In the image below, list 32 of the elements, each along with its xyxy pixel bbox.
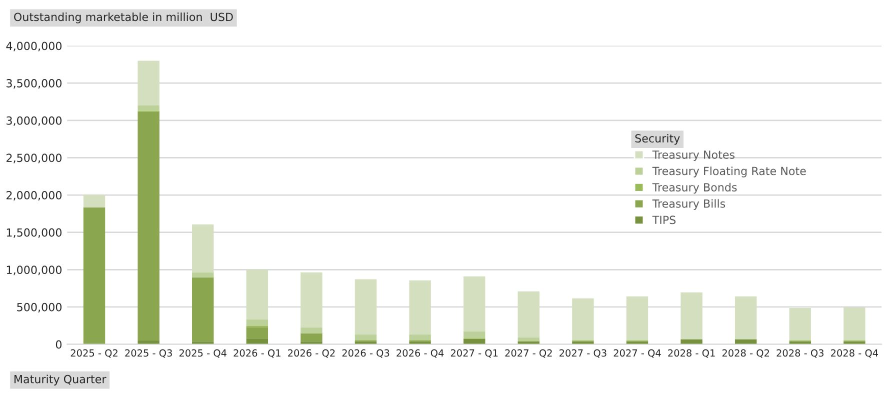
y-tick-label: 3,500,000 — [6, 79, 62, 89]
y-tick-label: 3,000,000 — [6, 116, 62, 126]
x-tick-label: 2027 - Q3 — [560, 349, 606, 358]
y-tick-label: 1,500,000 — [6, 228, 62, 238]
y-tick-label: 1,000,000 — [6, 266, 62, 276]
legend-label: Treasury Bills — [652, 199, 726, 210]
legend-label: TIPS — [652, 216, 676, 224]
x-tick-label: 2027 - Q2 — [505, 349, 552, 358]
x-tick-label: 2025 - Q2 — [70, 349, 118, 358]
legend-title: Security — [635, 134, 680, 145]
y-tick-label: 2,500,000 — [6, 154, 62, 164]
y-tick-label: 0 — [56, 340, 62, 349]
legend-label: Treasury Bonds — [652, 182, 737, 194]
y-tick-label: 500,000 — [17, 302, 62, 312]
legend-label: Treasury Notes — [652, 150, 735, 162]
x-tick-label: 2026 - Q4 — [396, 349, 444, 358]
y-tick-label: 4,000,000 — [6, 42, 62, 52]
x-axis-title: Maturity Quarter — [14, 374, 106, 386]
x-tick-label: 2028 - Q2 — [722, 349, 769, 358]
x-tick-label: 2025 - Q4 — [179, 349, 226, 358]
x-tick-label: 2026 - Q1 — [234, 349, 280, 358]
y-tick-label: 2,000,000 — [6, 190, 62, 201]
x-tick-label: 2027 - Q1 — [450, 349, 498, 358]
x-tick-label: 2028 - Q4 — [831, 349, 878, 358]
chart-title: Outstanding marketable in million USD — [14, 12, 233, 24]
x-tick-label: 2026 - Q2 — [288, 349, 335, 358]
x-tick-label: 2028 - Q3 — [776, 349, 824, 358]
legend-label: Treasury Floating Rate Note — [652, 166, 806, 178]
x-tick-label: 2025 - Q3 — [125, 349, 172, 358]
x-tick-label: 2027 - Q4 — [614, 349, 661, 358]
x-tick-label: 2026 - Q3 — [342, 349, 390, 358]
x-tick-label: 2028 - Q1 — [668, 349, 715, 358]
